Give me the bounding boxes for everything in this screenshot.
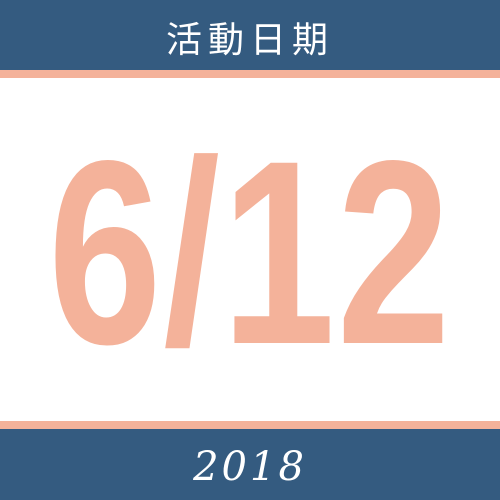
header-accent-stripe — [0, 70, 500, 78]
event-date-value: 6/12 — [48, 106, 452, 399]
event-year: 2018 — [193, 444, 307, 490]
footer-band — [0, 429, 500, 500]
header-band — [0, 0, 500, 70]
footer-accent-stripe — [0, 421, 500, 429]
event-date-title: 活動日期 — [165, 20, 334, 61]
